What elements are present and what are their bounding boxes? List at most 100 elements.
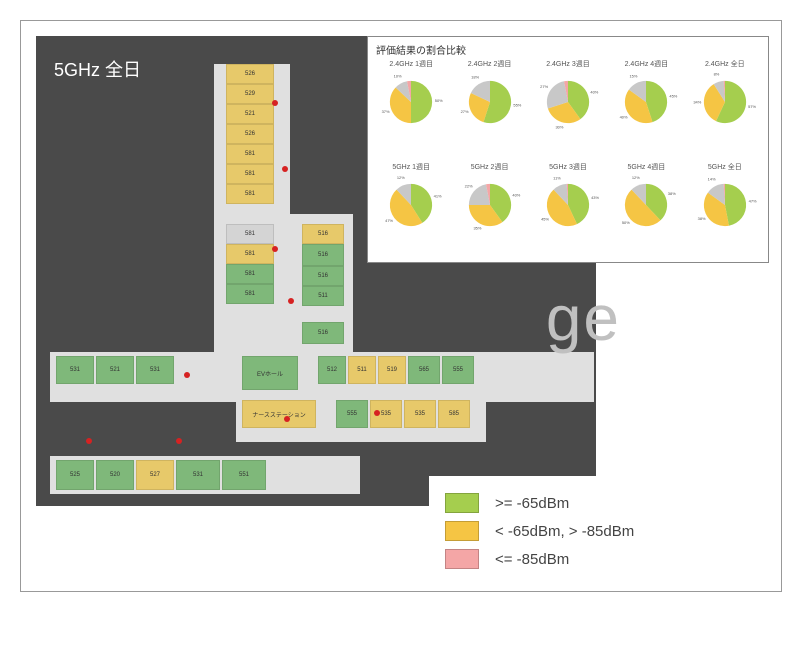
legend-row: <= -85dBm: [429, 549, 769, 569]
pie-chart: 5GHz 全日 47% 38% 14%: [686, 160, 764, 263]
room-cell: 520: [96, 460, 134, 490]
pie-chart: 2.4GHz 2週目 55% 27% 18%: [450, 57, 528, 160]
legend-swatch: [445, 549, 479, 569]
room-cell: 581: [226, 284, 274, 304]
ap-dot: [272, 246, 278, 252]
room-cell: 531: [176, 460, 220, 490]
pie-pct-label: 34%: [693, 100, 701, 105]
room-cell: 525: [56, 460, 94, 490]
legend-label: >= -65dBm: [495, 495, 569, 512]
room-cell: 581: [226, 184, 274, 204]
legend-swatch: [445, 521, 479, 541]
room-cell: 521: [226, 104, 274, 124]
room-cell: 581: [226, 224, 274, 244]
room-cell: 511: [348, 356, 376, 384]
room-cell: 565: [408, 356, 440, 384]
room-cell: ナースステーション: [242, 400, 316, 428]
pie-label: 5GHz 2週目: [471, 162, 509, 172]
pie-pct-label: 40%: [512, 192, 520, 197]
pie-chart: 2.4GHz 1週目 50% 37% 10%: [372, 57, 450, 160]
outer-frame: 5GHz 全日 52652952152658158158158158158158…: [20, 20, 782, 592]
ap-dot: [288, 298, 294, 304]
pie-pct-label: 47%: [385, 217, 393, 222]
pie-pct-label: 12%: [397, 175, 405, 180]
legend-panel: >= -65dBm < -65dBm, > -85dBm <= -85dBm: [429, 476, 769, 586]
pie-label: 5GHz 1週目: [392, 162, 430, 172]
pie-chart: 5GHz 2週目 40% 35% 22%: [450, 160, 528, 263]
legend-label: <= -85dBm: [495, 551, 569, 568]
pie-panel: 評価結果の割合比較 2.4GHz 1週目 50% 37% 10% 2.4GHz 2週目 5…: [367, 36, 769, 263]
room-cell: 531: [136, 356, 174, 384]
legend-row: < -65dBm, > -85dBm: [429, 521, 769, 541]
ap-dot: [176, 438, 182, 444]
room-cell: 512: [318, 356, 346, 384]
pie-pct-label: 50%: [435, 98, 443, 103]
room-cell: 581: [226, 164, 274, 184]
room-cell: 581: [226, 244, 274, 264]
room-cell: 526: [226, 64, 274, 84]
pie-chart: 2.4GHz 全日 57% 34% 8%: [686, 57, 764, 160]
ap-dot: [282, 166, 288, 172]
room-cell: 581: [226, 144, 274, 164]
legend-row: >= -65dBm: [429, 493, 769, 513]
floorplan-title: 5GHz 全日: [54, 56, 141, 82]
pie-pct-label: 18%: [471, 75, 479, 80]
room-cell: 521: [96, 356, 134, 384]
pie-pct-label: 43%: [591, 194, 599, 199]
pie-pct-label: 40%: [590, 89, 598, 94]
pie-pct-label: 55%: [513, 102, 521, 107]
room-cell: 531: [56, 356, 94, 384]
pie-pct-label: 38%: [668, 190, 676, 195]
room-cell: 581: [226, 264, 274, 284]
pie-pct-label: 45%: [541, 216, 549, 221]
room-cell: 526: [226, 124, 274, 144]
pie-panel-title: 評価結果の割合比較: [368, 37, 768, 57]
pie-pct-label: 15%: [630, 73, 638, 78]
pie-pct-label: 57%: [748, 104, 756, 109]
pie-pct-label: 50%: [622, 219, 630, 224]
room-cell: 516: [302, 266, 344, 286]
pie-pct-label: 22%: [464, 183, 472, 188]
pie-pct-label: 47%: [748, 198, 756, 203]
pie-label: 5GHz 3週目: [549, 162, 587, 172]
room-cell: 529: [226, 84, 274, 104]
pie-pct-label: 8%: [713, 72, 719, 77]
pie-label: 2.4GHz 2週目: [468, 59, 512, 69]
pie-pct-label: 30%: [555, 124, 563, 129]
pie-pct-label: 11%: [553, 175, 561, 180]
pie-label: 2.4GHz 1週目: [389, 59, 433, 69]
room-cell: 519: [378, 356, 406, 384]
pie-pct-label: 35%: [473, 225, 481, 230]
room-cell: 535: [404, 400, 436, 428]
room-cell: 527: [136, 460, 174, 490]
pie-label: 2.4GHz 4週目: [625, 59, 669, 69]
pie-pct-label: 27%: [460, 109, 468, 114]
pie-pct-label: 38%: [697, 215, 705, 220]
pie-chart: 2.4GHz 3週目 40% 30% 27%: [529, 57, 607, 160]
room-cell: 585: [438, 400, 470, 428]
pie-pct-label: 37%: [382, 109, 390, 114]
room-cell: 551: [222, 460, 266, 490]
pie-label: 2.4GHz 3週目: [546, 59, 590, 69]
pie-pct-label: 10%: [394, 74, 402, 79]
pie-label: 2.4GHz 全日: [705, 59, 745, 69]
ap-dot: [374, 410, 380, 416]
legend-swatch: [445, 493, 479, 513]
pie-pct-label: 14%: [707, 176, 715, 181]
watermark-text: ge: [546, 281, 621, 355]
pie-label: 5GHz 全日: [708, 162, 742, 172]
ap-dot: [184, 372, 190, 378]
pie-chart: 5GHz 4週目38%50%12%: [607, 160, 685, 263]
pie-chart: 2.4GHz 4週目 45% 40% 15%: [607, 57, 685, 160]
pie-pct-label: 45%: [670, 94, 678, 99]
room-cell: EVホール: [242, 356, 298, 390]
room-cell: 516: [302, 244, 344, 266]
pie-chart: 5GHz 1週目 41% 47% 12%: [372, 160, 450, 263]
room-cell: 555: [336, 400, 368, 428]
pie-pct-label: 27%: [540, 84, 548, 89]
pie-pct-label: 41%: [434, 193, 442, 198]
pie-chart: 5GHz 3週目 43% 45% 11%: [529, 160, 607, 263]
ap-dot: [272, 100, 278, 106]
pie-pct-label: 12%: [632, 175, 640, 180]
pie-pct-label: 40%: [620, 114, 628, 119]
